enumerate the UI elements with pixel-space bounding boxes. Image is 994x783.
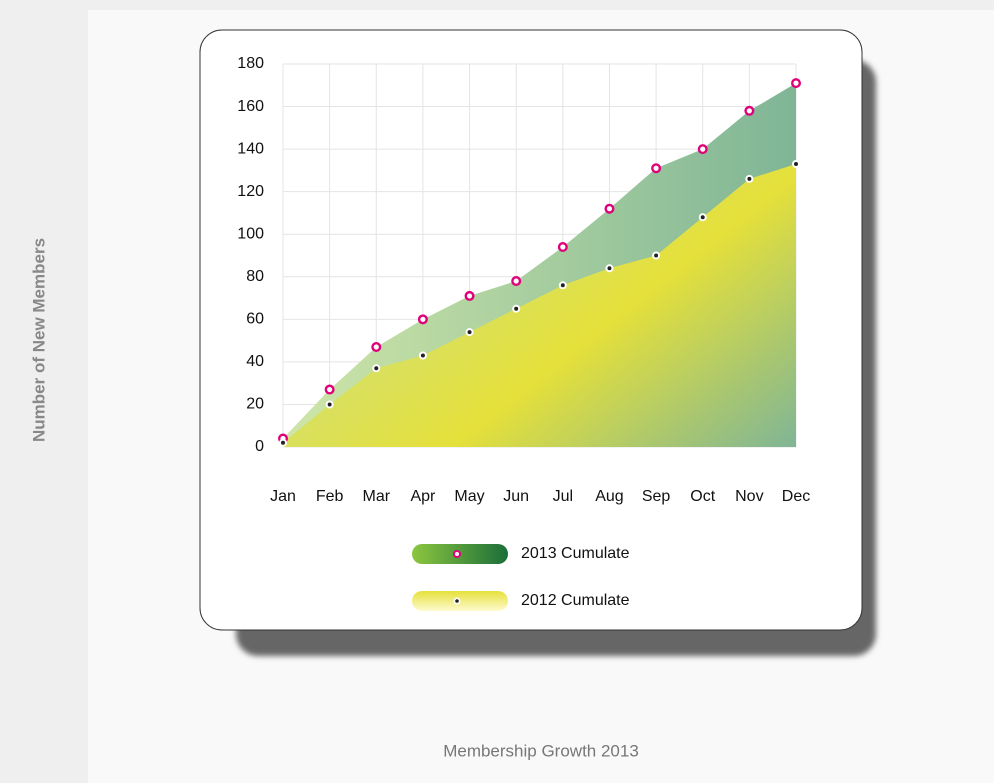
marker-dot [794, 162, 798, 167]
marker-dot [467, 330, 472, 335]
y-tick-label: 60 [246, 311, 264, 328]
marker [604, 203, 615, 214]
y-tick-label: 80 [246, 268, 264, 285]
marker [744, 105, 755, 116]
area [283, 164, 796, 447]
marker-dot [747, 176, 752, 181]
marker-dot [327, 402, 332, 407]
marker-dot [607, 266, 612, 271]
x-tick-label: Sep [642, 488, 671, 505]
legend-label: 2013 Cumulate [521, 545, 630, 562]
x-tick-label: Oct [690, 488, 715, 505]
x-tick-label: May [454, 488, 484, 505]
x-tick-label: Feb [316, 488, 344, 505]
y-tick-label: 140 [237, 140, 264, 157]
marker-dot [654, 253, 659, 258]
y-tick-label: 0 [255, 438, 264, 455]
marker [324, 384, 335, 395]
marker-dot [700, 215, 705, 220]
x-tick-label: Jul [553, 488, 573, 505]
y-tick-label: 20 [246, 396, 264, 413]
chart-title: Membership Growth 2013 [443, 741, 639, 760]
marker-dot [420, 353, 425, 358]
x-tick-label: Jan [270, 488, 296, 505]
marker [511, 276, 522, 287]
marker-dot [374, 366, 379, 371]
marker [371, 341, 382, 352]
y-tick-label: 120 [237, 183, 264, 200]
marker [697, 144, 708, 155]
marker [464, 290, 475, 301]
legend-marker [453, 550, 461, 558]
legend-label: 2012 Cumulate [521, 592, 630, 609]
legend-marker-dot [455, 599, 459, 603]
marker-dot [514, 306, 519, 311]
x-tick-label: Nov [735, 488, 763, 505]
x-tick-label: Dec [782, 488, 810, 505]
marker [557, 241, 568, 252]
y-tick-label: 40 [246, 353, 264, 370]
marker [791, 78, 802, 89]
marker [417, 314, 428, 325]
y-axis-label: Number of New Members [29, 238, 48, 442]
y-tick-label: 180 [237, 55, 264, 72]
x-tick-label: Mar [362, 488, 390, 505]
x-tick-label: Apr [410, 488, 436, 505]
x-tick-label: Jun [503, 488, 529, 505]
x-tick-label: Aug [595, 488, 623, 505]
marker [651, 163, 662, 174]
marker-dot [560, 283, 565, 288]
y-tick-label: 100 [237, 225, 264, 242]
y-tick-label: 160 [237, 98, 264, 115]
marker-dot [281, 440, 285, 445]
